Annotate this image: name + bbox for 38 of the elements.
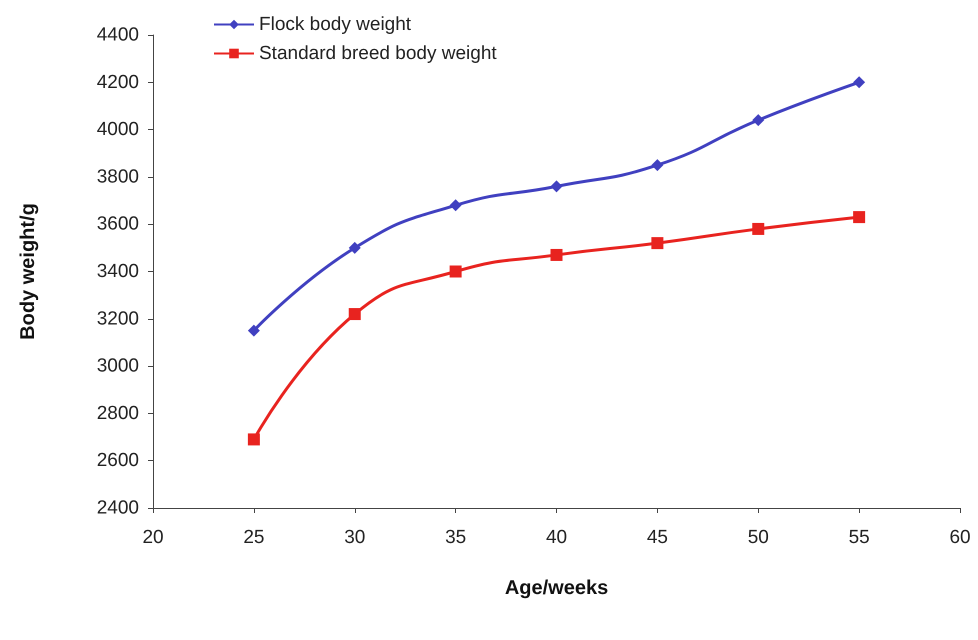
x-tick-label: 45	[646, 527, 668, 548]
point	[550, 248, 562, 261]
legend-label: Flock body weight	[259, 14, 412, 35]
point	[450, 266, 462, 278]
x-tick-label: 30	[344, 527, 366, 548]
point	[752, 114, 764, 126]
x-tick-label: 35	[445, 527, 466, 548]
x-tick-label: 55	[848, 527, 870, 548]
y-tick-label: 2800	[96, 402, 139, 424]
point	[248, 324, 260, 337]
point	[248, 433, 260, 446]
y-tick-label: 2400	[96, 498, 139, 518]
y-tick-label: 4400	[96, 24, 139, 46]
x-axis-title: Age/weeks	[504, 577, 608, 599]
y-tick-label: 3400	[96, 261, 139, 282]
point	[651, 237, 664, 250]
x-tick-label: 60	[949, 527, 971, 548]
y-tick-label: 4000	[96, 119, 139, 140]
x-tick-label: 50	[748, 527, 769, 548]
point	[550, 180, 562, 192]
point	[752, 222, 764, 235]
y-tick-label: 2600	[96, 450, 139, 472]
y-tick-label: 3200	[96, 308, 139, 330]
point	[450, 199, 462, 212]
y-tick-label: 4200	[96, 72, 139, 93]
point	[853, 211, 866, 224]
x-tick-label: 20	[142, 527, 164, 548]
point	[853, 76, 866, 88]
y-tick-label: 3000	[96, 356, 139, 377]
y-tick-label: 3600	[96, 214, 139, 235]
x-tick-label: 40	[546, 527, 568, 548]
y-tick-label: 3800	[96, 166, 139, 188]
point	[348, 308, 361, 320]
x-tick-label: 25	[243, 527, 264, 548]
point	[651, 159, 664, 172]
legend-label: Standard breed body weight	[259, 43, 498, 64]
y-axis-title: Body weight/g	[17, 203, 39, 340]
point	[348, 242, 361, 254]
